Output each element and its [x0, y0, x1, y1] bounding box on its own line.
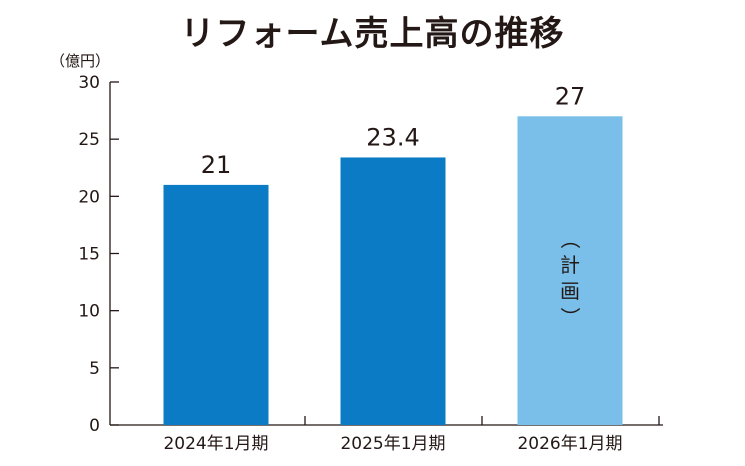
y-tick-label: 0 — [89, 416, 100, 436]
plan-annotation-char: 計 — [560, 253, 580, 277]
y-tick-label: 30 — [78, 73, 100, 93]
chart-title: リフォーム売上高の推移 — [180, 14, 565, 54]
x-tick-label: 2025年1月期 — [340, 434, 445, 454]
bar-2 — [340, 157, 446, 425]
data-label: 21 — [201, 151, 232, 179]
y-tick-label: 10 — [78, 302, 100, 322]
plan-annotation-char: 画 — [560, 279, 580, 303]
data-label: 23.4 — [366, 123, 419, 151]
bar-3 — [517, 116, 623, 426]
y-axis-unit-label: （億円） — [50, 52, 111, 70]
y-tick-label: 20 — [78, 187, 100, 207]
plan-annotation-char: （ — [558, 229, 582, 249]
plan-annotation: （ 計画 ） — [558, 229, 582, 327]
data-label: 27 — [555, 82, 586, 110]
x-tick-label: 2024年1月期 — [163, 434, 268, 454]
bar-1 — [163, 184, 269, 425]
plan-annotation-char: ） — [558, 307, 582, 327]
x-tick-label: 2026年1月期 — [517, 434, 622, 454]
y-tick-label: 15 — [78, 245, 100, 265]
y-tick-label: 5 — [89, 359, 100, 379]
y-tick-label: 25 — [78, 130, 100, 150]
